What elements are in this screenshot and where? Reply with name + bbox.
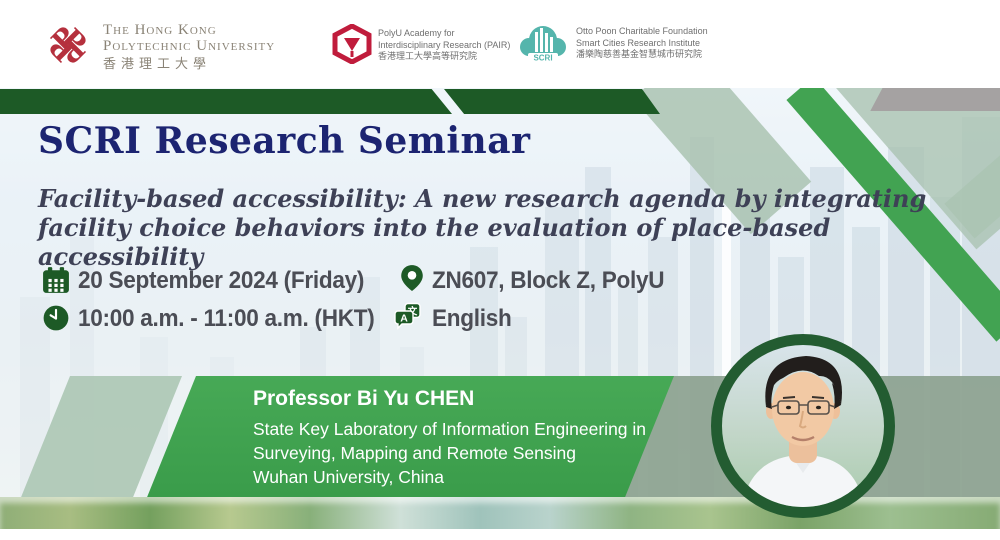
pair-line1: PolyU Academy for xyxy=(378,28,455,38)
talk-title-line2: facility choice behaviors into the evalu… xyxy=(38,213,831,271)
pair-logo-text: PolyU Academy for Interdisciplinary Rese… xyxy=(378,28,510,63)
speaker-info: Professor Bi Yu CHEN State Key Laborator… xyxy=(253,387,646,489)
calendar-icon xyxy=(43,267,69,293)
event-venue: ZN607, Block Z, PolyU xyxy=(432,267,665,294)
pair-line3: 香港理工大學高等研究院 xyxy=(378,51,478,61)
speaker-name: Professor Bi Yu CHEN xyxy=(253,387,475,410)
page-title: SCRI Research Seminar xyxy=(38,120,531,162)
pair-line2: Interdisciplinary Research (PAIR) xyxy=(378,39,511,50)
scri-logo-wordmark: SCRI xyxy=(533,54,552,63)
polyu-name-line1: The Hong Kong xyxy=(103,22,217,38)
event-language: English xyxy=(432,305,512,332)
city-tower-white xyxy=(722,207,731,497)
scri-logo-text: Otto Poon Charitable Foundation Smart Ci… xyxy=(576,26,708,61)
speaker-affiliation-line3: Wuhan University, China xyxy=(253,467,444,487)
talk-title: Facility-based accessibility: A new rese… xyxy=(38,184,938,271)
talk-title-line1: Facility-based accessibility: A new rese… xyxy=(38,184,927,213)
language-translate-icon: 文 A xyxy=(394,302,421,330)
speaker-portrait-illustration xyxy=(742,356,864,507)
scri-line3: 潘樂陶慈善基金智慧城市研究院 xyxy=(576,49,703,59)
polyu-logo-text: The Hong Kong Polytechnic University 香港理… xyxy=(103,22,275,72)
scri-line1: Otto Poon Charitable Foundation xyxy=(576,26,708,36)
event-time: 10:00 a.m. - 11:00 a.m. (HKT) xyxy=(78,305,375,332)
speaker-photo xyxy=(711,334,895,518)
bottom-white-margin xyxy=(0,529,1000,540)
polyu-name-line2: Polytechnic University xyxy=(103,38,276,54)
scri-line2: Smart Cities Research Institute xyxy=(576,37,701,48)
gray-corner-block xyxy=(870,88,1000,111)
dark-green-bar-left xyxy=(0,89,452,114)
polyu-name-cjk: 香港理工大學 xyxy=(103,56,212,71)
top-decorative-band xyxy=(0,88,1000,348)
clock-icon xyxy=(43,305,69,331)
logo-header: P P P P The Hong Kong Polytechnic Univer… xyxy=(0,0,1000,88)
pair-logo-icon xyxy=(332,24,372,64)
speaker-affiliation-line1: State Key Laboratory of Information Engi… xyxy=(253,419,647,439)
event-date: 20 September 2024 (Friday) xyxy=(78,267,365,294)
translate-glyph-latin: A xyxy=(400,313,408,325)
location-pin-icon xyxy=(401,265,423,291)
dark-green-bar-right xyxy=(444,89,660,114)
polyu-logo-icon: P P P P xyxy=(44,21,91,68)
speaker-affiliation-line2: Surveying, Mapping and Remote Sensing xyxy=(253,443,576,463)
scri-logo-icon: SCRI xyxy=(520,26,566,63)
